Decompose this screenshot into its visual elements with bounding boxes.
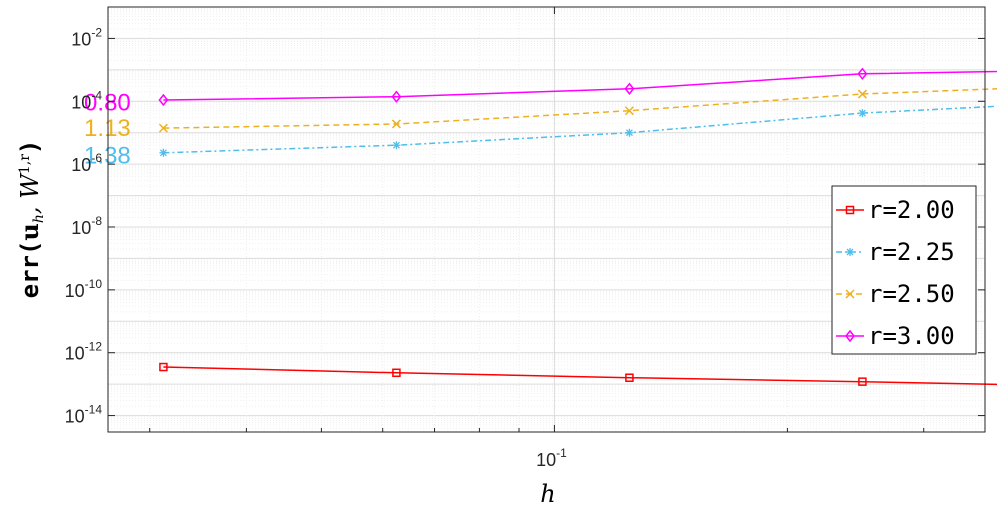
series-line — [163, 88, 997, 129]
grid — [108, 6, 985, 433]
legend-marker — [845, 289, 855, 299]
marker-shape — [158, 123, 168, 133]
marker-shape — [858, 377, 867, 386]
x-tick-exponent: -1 — [556, 446, 567, 460]
data-point — [391, 119, 401, 129]
x-axis-label: h — [540, 480, 555, 508]
data-point — [391, 90, 402, 103]
y-tick-base: 10 — [71, 218, 91, 238]
series-line — [163, 70, 997, 101]
marker-shape — [625, 373, 634, 382]
marker-shape — [159, 148, 168, 157]
marker-shape — [624, 106, 634, 116]
data-point — [858, 109, 867, 118]
marker-shape — [391, 119, 401, 129]
x-tick-label: 10-1 — [536, 446, 567, 470]
data-point — [159, 362, 168, 372]
y-tick-label: 10-2 — [71, 25, 102, 49]
marker-shape — [159, 362, 168, 372]
y-tick-label: 10-10 — [65, 277, 103, 301]
marker-shape — [857, 89, 867, 99]
data-point — [392, 141, 401, 150]
legend-label: r=2.50 — [868, 280, 955, 308]
y-tick-base: 10 — [71, 29, 91, 49]
data-point — [625, 373, 634, 382]
x-tick-base: 10 — [536, 450, 556, 470]
marker-shape — [857, 67, 868, 80]
y-tick-label: 10-12 — [65, 340, 103, 364]
marker-shape — [392, 368, 401, 378]
y-tick-label: 10-6 — [71, 151, 102, 175]
legend: r=2.00 r=2.25 r=2.50 r=3.00 — [831, 185, 977, 355]
y-label-mid: , W — [16, 172, 44, 214]
marker-shape — [858, 109, 867, 118]
annotations-layer: 0.801.131.38 — [84, 89, 131, 169]
marker-shape — [624, 82, 635, 95]
y-tick-label: 10-8 — [71, 214, 102, 238]
y-label-u: u — [15, 223, 44, 240]
y-tick-exponent: -10 — [85, 277, 103, 291]
data-point — [857, 67, 868, 80]
y-label-u-sub: h — [31, 214, 47, 223]
y-label-post: ) — [16, 140, 44, 154]
slope-annotation: 1.13 — [84, 115, 131, 142]
marker-shape — [158, 93, 169, 107]
y-tick-exponent: -6 — [91, 151, 102, 165]
y-tick-base: 10 — [65, 344, 85, 364]
legend-marker — [846, 248, 854, 256]
data-point — [158, 123, 168, 133]
marker-shape — [846, 248, 854, 256]
slope-annotation: 1.38 — [84, 143, 131, 170]
marker-shape — [391, 90, 402, 103]
legend-label: r=2.25 — [868, 238, 955, 266]
data-point — [625, 128, 634, 137]
marker-shape — [625, 128, 634, 137]
y-label-w-sup: 1,r — [17, 154, 33, 174]
y-tick-exponent: -14 — [85, 403, 103, 417]
legend-box — [831, 185, 977, 355]
y-tick-exponent: -8 — [91, 214, 102, 228]
data-point — [624, 82, 635, 95]
series-line — [163, 366, 997, 386]
legend-label: r=3.00 — [868, 322, 955, 350]
data-point — [624, 106, 634, 116]
marker-shape — [845, 289, 855, 299]
y-tick-base: 10 — [71, 155, 91, 175]
plot-frame — [107, 6, 986, 433]
legend-label: r=2.00 — [868, 196, 955, 224]
y-tick-label: 10-14 — [65, 403, 103, 427]
marker-shape — [392, 141, 401, 150]
data-point — [159, 148, 168, 157]
y-tick-base: 10 — [71, 92, 91, 112]
data-point — [392, 368, 401, 378]
legend-marker — [845, 205, 855, 215]
y-tick-base: 10 — [65, 281, 85, 301]
y-tick-label: 10-4 — [71, 88, 102, 112]
series-layer — [158, 67, 997, 386]
data-point — [858, 377, 867, 386]
y-tick-exponent: -2 — [91, 25, 102, 39]
slope-annotation: 0.80 — [84, 89, 131, 116]
y-tick-exponent: -4 — [91, 88, 102, 102]
y-tick-base: 10 — [65, 407, 85, 427]
y-axis-label: err(uh, W1,r) — [15, 140, 47, 299]
data-point — [857, 89, 867, 99]
marker-shape — [845, 205, 855, 215]
y-label-pre: err( — [16, 241, 44, 299]
legend-marker — [845, 329, 855, 343]
marker-shape — [845, 329, 855, 343]
y-tick-exponent: -12 — [85, 340, 103, 354]
data-point — [158, 93, 169, 107]
